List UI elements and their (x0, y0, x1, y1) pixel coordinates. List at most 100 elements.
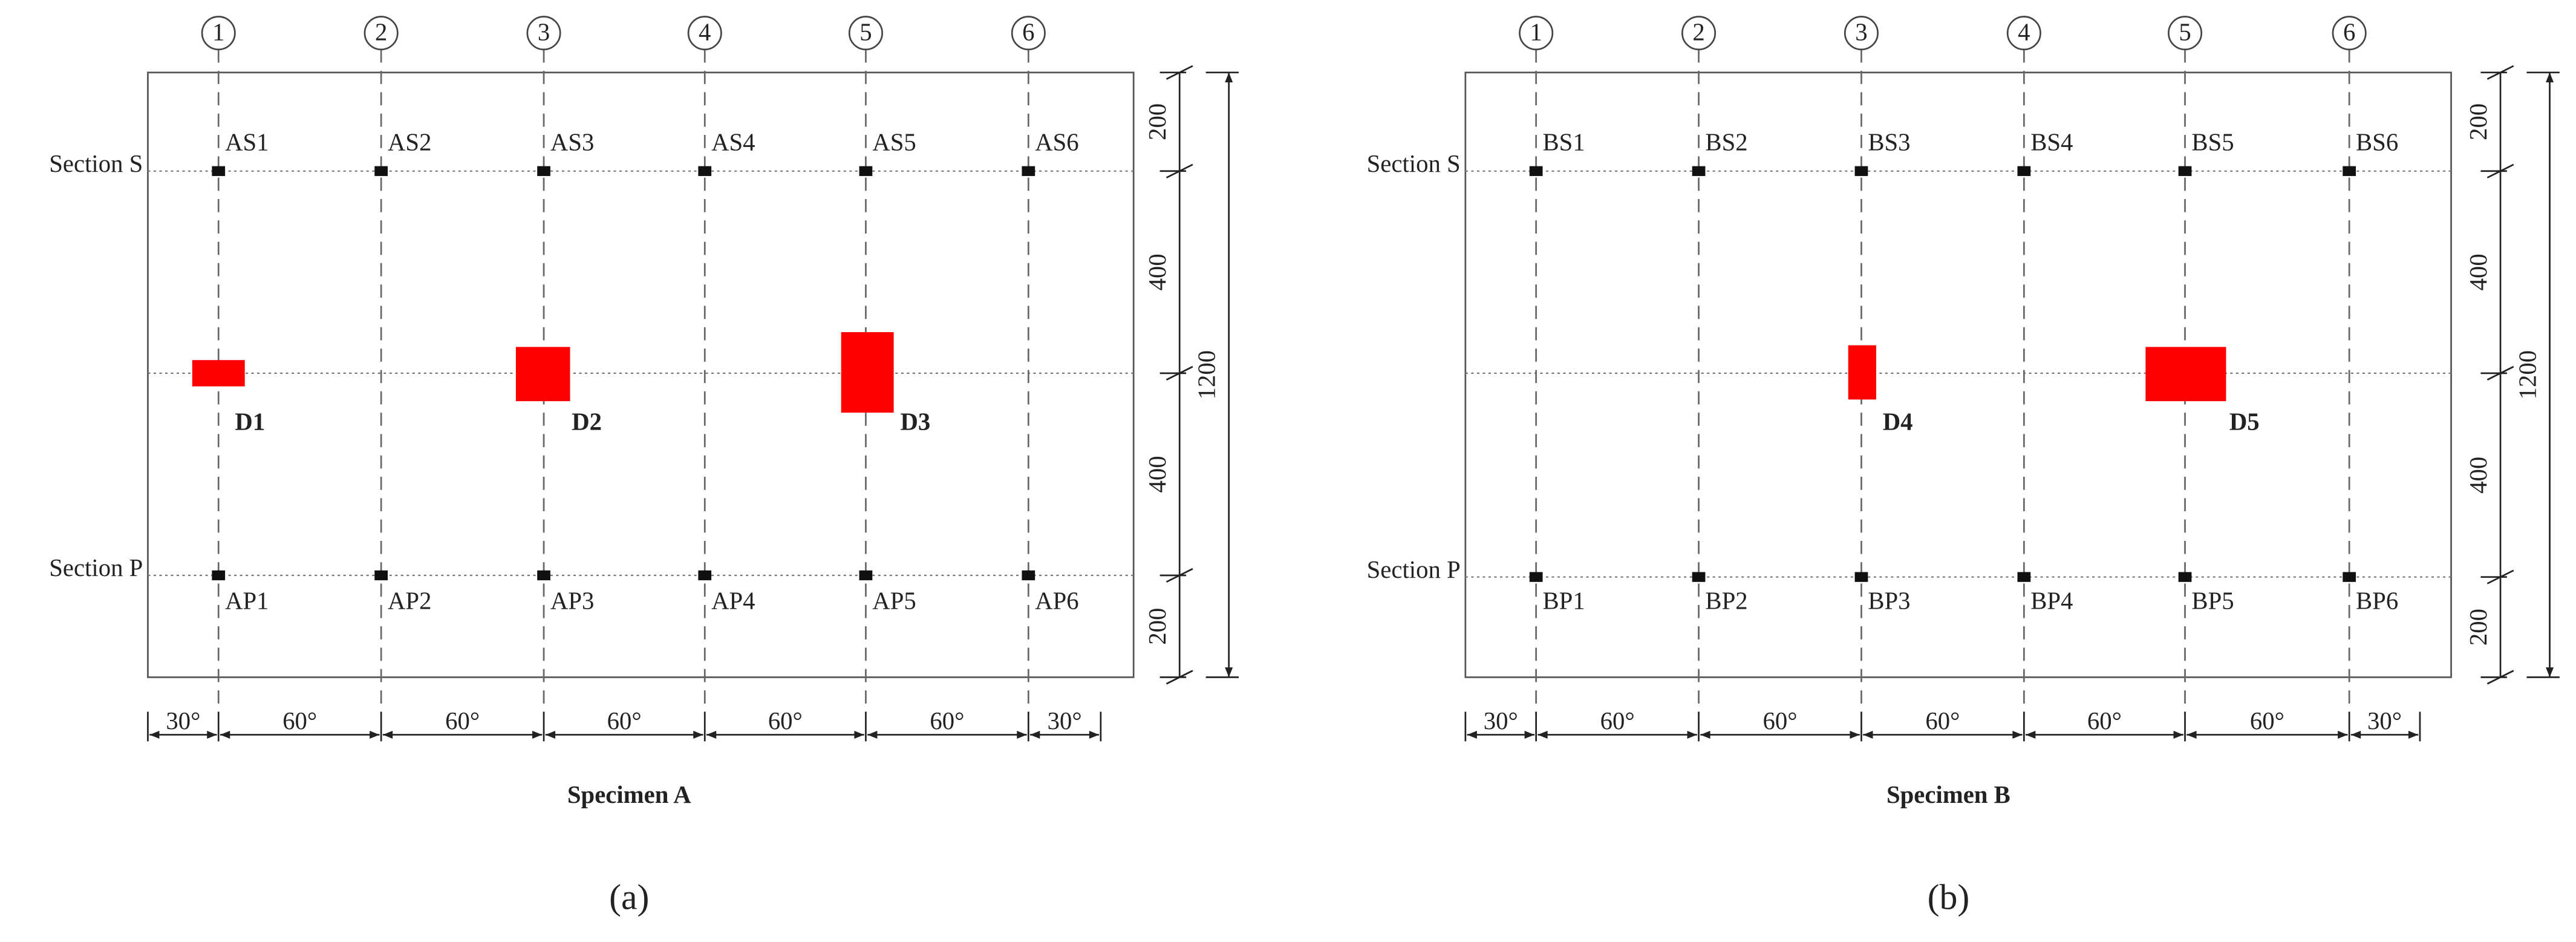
sensor-label: BS5 (2191, 129, 2234, 156)
dim-label: 60° (445, 707, 480, 734)
sensor (1692, 572, 1706, 582)
panel: Section S Section P 1 BS1 BP1 2 BS2 BP2 3 BS3 BP3 4… (1367, 16, 2560, 917)
defect-label: D5 (2229, 408, 2260, 435)
sensor (374, 570, 388, 581)
dim-label: 60° (607, 707, 642, 734)
sensor-label: AP1 (225, 587, 269, 614)
dim-label: 60° (2250, 707, 2284, 734)
defect (2145, 347, 2226, 402)
sensor (2343, 166, 2356, 176)
sensor-label: AS1 (225, 129, 269, 156)
sensor-label: AS6 (1035, 129, 1078, 156)
dim-label: 400 (1144, 253, 1171, 290)
sensor (698, 570, 712, 581)
dim-label: 60° (2087, 707, 2122, 734)
sensor (374, 166, 388, 176)
sensor-label: AS2 (388, 129, 431, 156)
sensor-label: BP6 (2356, 587, 2398, 614)
specimen-outline (147, 71, 1135, 678)
defect-label: D2 (572, 408, 602, 435)
section-label: Section P (1367, 556, 1461, 583)
sensor-label: AP2 (388, 587, 431, 614)
section-label: Section P (49, 554, 143, 581)
axis-number: 1 (212, 19, 224, 46)
dim-label: 200 (1144, 608, 1171, 645)
panel: Section S Section P 1 AS1 AP1 2 AS2 AP2 3 AS3 AP3 4… (49, 16, 1239, 917)
dim-label: 400 (2465, 253, 2492, 290)
sensor-label: AP4 (711, 587, 755, 614)
dim-label: 200 (1144, 103, 1171, 140)
sensor (1692, 166, 1706, 176)
dim-label: 400 (2465, 457, 2492, 494)
axis-number: 6 (1022, 19, 1034, 46)
sensor (698, 166, 712, 176)
axis-bubble (1519, 16, 1554, 51)
axis-bubble (2006, 16, 2041, 51)
dim-label: 60° (1925, 707, 1960, 734)
dim-label: 200 (2465, 609, 2492, 646)
specimen-outline (1464, 71, 2452, 678)
axis-bubble (1844, 16, 1879, 51)
sensor-label: AS3 (550, 129, 594, 156)
dim-label: 30° (2367, 707, 2402, 734)
sensor (2017, 572, 2031, 582)
sensor (212, 166, 226, 176)
sensor (537, 166, 550, 176)
sensor-label: BS3 (1868, 129, 1910, 156)
sensor (1022, 570, 1035, 581)
dim-label: 1200 (1193, 350, 1220, 399)
axis-number: 3 (1855, 19, 1867, 46)
specimen-title: Specimen B (1886, 781, 2010, 808)
axis-number: 5 (859, 19, 872, 46)
dim-label: 400 (1144, 456, 1171, 492)
axis-number: 4 (2018, 19, 2030, 46)
axis-bubble (1011, 16, 1046, 51)
defect (841, 332, 894, 413)
dim-label: 30° (1484, 707, 1518, 734)
sensor (1022, 166, 1035, 176)
defect-label: D1 (235, 408, 265, 435)
dim-label: 1200 (2514, 350, 2541, 399)
sensor-label: BP4 (2030, 587, 2073, 614)
defect-label: D3 (900, 408, 930, 435)
sensor-label: BS1 (1543, 129, 1585, 156)
axis-bubble (526, 16, 561, 51)
axis-number: 4 (699, 19, 711, 46)
dim-label: 60° (768, 707, 803, 734)
axis-number: 5 (2179, 19, 2191, 46)
sensor (1854, 572, 1868, 582)
axis-bubble (848, 16, 883, 51)
sensor (859, 570, 873, 581)
specimen-title: Specimen A (567, 781, 691, 808)
axis-number: 3 (538, 19, 550, 46)
sensor (212, 570, 226, 581)
dim-label: 60° (930, 707, 964, 734)
sensor (859, 166, 873, 176)
dim-label: 60° (1600, 707, 1635, 734)
sensor-label: BP5 (2191, 587, 2234, 614)
dim-label: 30° (1048, 707, 1082, 734)
axis-bubble (687, 16, 722, 51)
defect (192, 360, 245, 387)
sensor (2017, 166, 2031, 176)
sensor-label: BS2 (1705, 129, 1747, 156)
axis-bubble (201, 16, 236, 51)
axis-bubble (2168, 16, 2203, 51)
sensor-label: BP3 (1868, 587, 1910, 614)
sensor (1529, 166, 1543, 176)
dim-label: 60° (1762, 707, 1797, 734)
section-label: Section S (1367, 150, 1461, 177)
axis-number: 2 (375, 19, 387, 46)
sensor-label: BP1 (1543, 587, 1585, 614)
axis-number: 1 (1530, 19, 1542, 46)
axis-bubble (1681, 16, 1717, 51)
panel-caption: (a) (609, 877, 649, 917)
sensor (1854, 166, 1868, 176)
sensor-label: AP5 (872, 587, 916, 614)
sensor (2178, 572, 2192, 582)
sensor (537, 570, 550, 581)
section-label: Section S (49, 150, 143, 177)
sensor-label: AS4 (711, 129, 755, 156)
panel-caption: (b) (1928, 877, 1970, 917)
